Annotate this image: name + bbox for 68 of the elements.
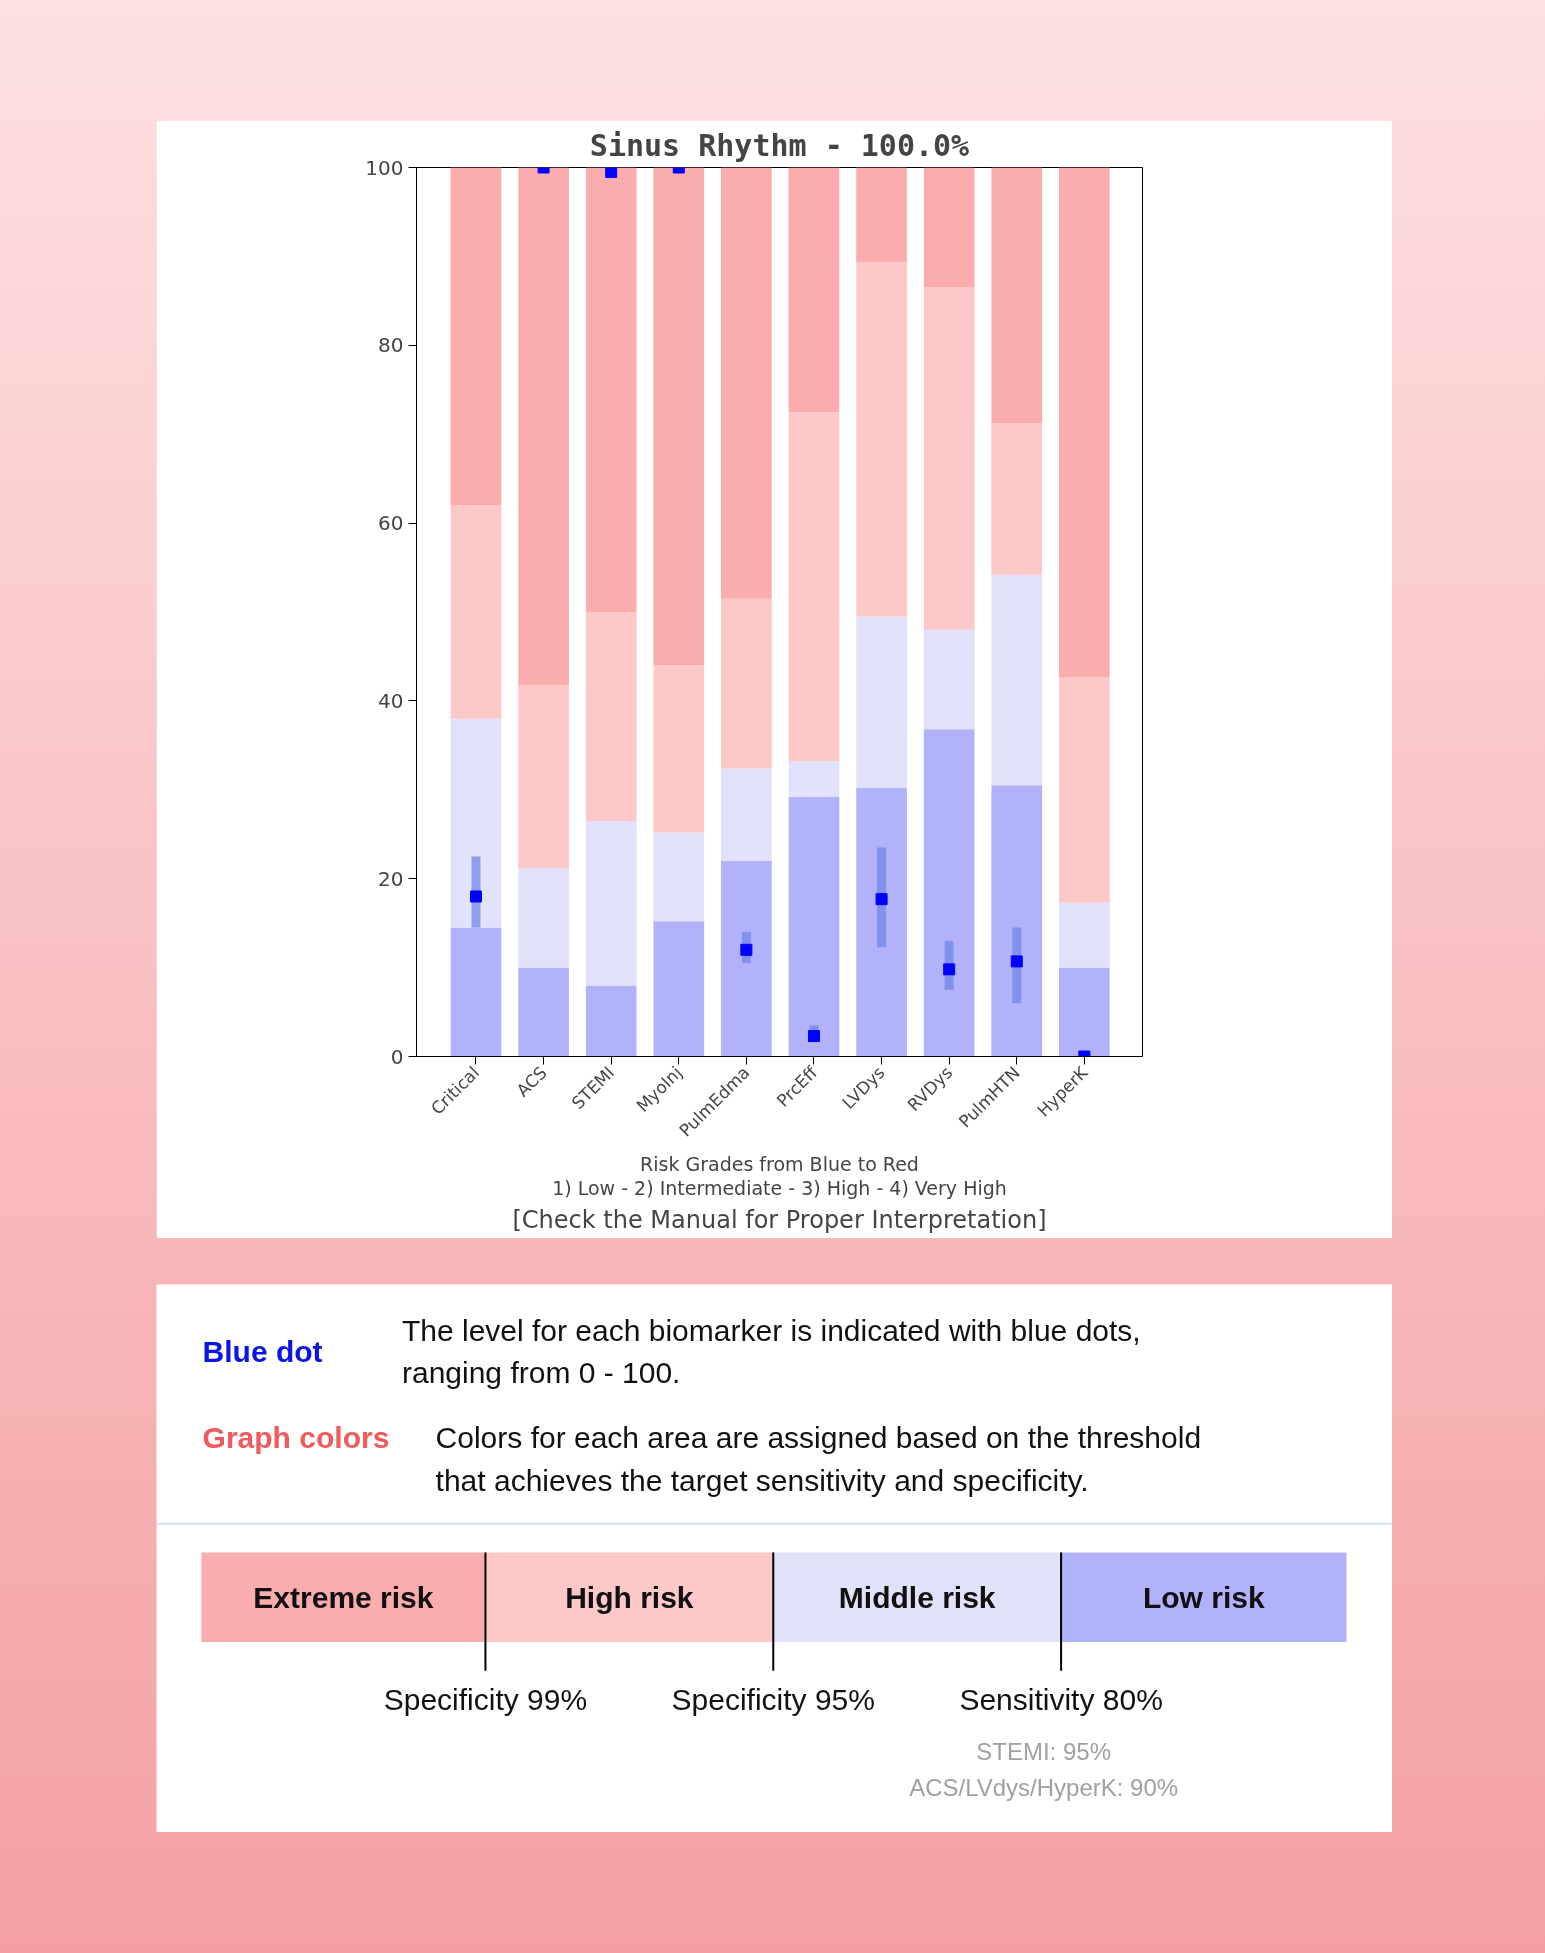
text: Blue dot <box>202 1335 323 1369</box>
bar <box>585 167 637 612</box>
bar <box>1059 902 1110 968</box>
bar <box>450 718 502 928</box>
bar <box>721 860 772 1057</box>
bar <box>788 411 840 762</box>
bar <box>1059 676 1110 903</box>
text: Specificity 95% <box>671 1682 875 1716</box>
bar <box>653 167 705 666</box>
text: Low risk <box>1142 1580 1265 1614</box>
bar <box>721 598 772 769</box>
point <box>807 1030 820 1043</box>
y-tick-label: 20 <box>378 866 404 891</box>
bar <box>450 167 502 506</box>
point <box>469 890 482 903</box>
y-tick-label: 60 <box>378 511 404 536</box>
bar <box>721 768 772 861</box>
y-tick-label: 80 <box>378 333 404 358</box>
bar <box>991 167 1043 424</box>
text: Middle risk <box>838 1580 996 1614</box>
bar <box>518 868 569 968</box>
bar <box>991 423 1043 575</box>
point <box>875 893 888 906</box>
bar <box>991 785 1043 1057</box>
bar <box>991 574 1043 786</box>
bar <box>856 616 907 789</box>
point <box>1010 955 1023 968</box>
text: The level for each biomarker is indicated with blue dots, ranging from 0 - 100. <box>401 1314 1141 1390</box>
text: Graph colors <box>202 1421 390 1455</box>
bar <box>653 832 705 922</box>
text: Sensitivity 80% <box>959 1682 1163 1716</box>
bar <box>518 167 569 685</box>
bar <box>856 788 907 1057</box>
bar <box>923 167 975 288</box>
text: 1) Low - 2) Intermediate - 3) High - 4) Very High <box>552 1176 1007 1199</box>
bar <box>923 729 975 1057</box>
bar <box>788 796 840 1057</box>
bar <box>450 927 502 1057</box>
text: Extreme risk <box>253 1580 434 1614</box>
bar <box>518 684 569 869</box>
bar <box>856 167 907 263</box>
bar <box>788 167 840 412</box>
y-tick-label: 100 <box>365 155 404 180</box>
text: STEMI: 95% ACS/LVdys/HyperK: 90% <box>909 1738 1179 1802</box>
bar <box>1059 967 1110 1057</box>
bar <box>923 629 975 730</box>
y-tick-label: 0 <box>390 1044 404 1069</box>
text: Risk Grades from Blue to Red <box>640 1152 919 1175</box>
bar <box>856 262 907 617</box>
bar <box>721 167 772 599</box>
chart-title: Sinus Rhythm - 100.0% <box>589 127 970 163</box>
bar <box>653 921 705 1057</box>
bar <box>585 612 637 821</box>
y-tick-label: 40 <box>378 688 404 713</box>
bar <box>653 665 705 833</box>
bar <box>788 761 840 797</box>
point <box>943 963 956 976</box>
bar <box>518 967 569 1057</box>
bar <box>585 820 637 986</box>
text: Colors for each area are assigned based on the threshold that achieves the target sensitivity and specificity. <box>435 1421 1202 1497</box>
bar <box>450 505 502 719</box>
bar <box>585 985 637 1057</box>
point <box>740 943 753 956</box>
text: [Check the Manual for Proper Interpretation] <box>512 1205 1047 1234</box>
bar <box>1059 167 1110 677</box>
text: High risk <box>565 1580 694 1614</box>
bar <box>923 287 975 630</box>
text: Specificity 99% <box>383 1682 588 1716</box>
